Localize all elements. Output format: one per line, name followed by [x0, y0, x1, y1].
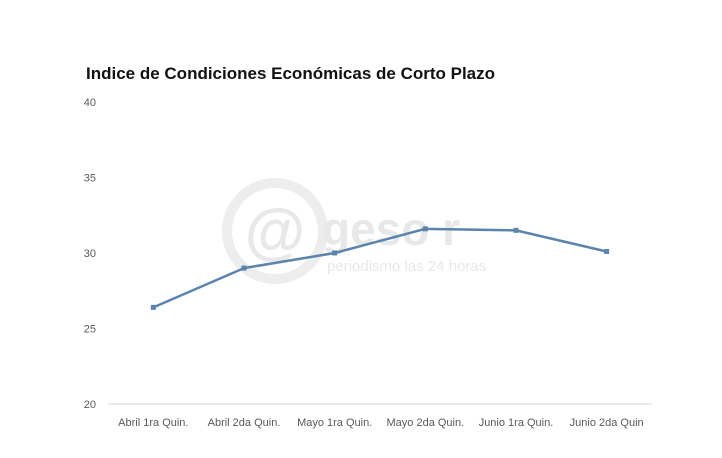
y-axis: 20 25 30 35 40	[84, 97, 96, 411]
series-line	[152, 227, 608, 309]
y-tick-label: 25	[84, 324, 96, 336]
y-tick-label: 30	[84, 248, 96, 260]
watermark-tagline: periodismo las 24 horas	[327, 258, 486, 275]
series-group	[150, 226, 610, 310]
x-tick-label: Abril 2da Quin.	[208, 417, 281, 429]
x-tick-label: Mayo 2da Quin.	[387, 417, 465, 429]
x-axis: Abril 1ra Quin. Abril 2da Quin. Mayo 1ra Q…	[118, 417, 643, 429]
y-tick-label: 35	[84, 173, 96, 185]
data-point	[150, 304, 156, 310]
x-tick-label: Junio 2da Quin	[570, 417, 644, 429]
watermark-symbol: @	[245, 197, 305, 266]
x-tick-label: Abril 1ra Quin.	[118, 417, 188, 429]
watermark: @ geso r periodismo las 24 horas	[222, 178, 486, 284]
data-point	[604, 248, 610, 254]
data-point	[513, 227, 519, 233]
data-point	[332, 250, 338, 256]
x-tick-label: Mayo 1ra Quin.	[297, 417, 372, 429]
data-point	[422, 226, 428, 232]
data-point	[241, 265, 247, 271]
watermark-at-icon	[222, 178, 328, 284]
y-tick-label: 40	[84, 97, 96, 109]
x-tick-label: Junio 1ra Quin.	[479, 417, 554, 429]
chart-title: Indice de Condiciones Económicas de Cort…	[86, 64, 495, 83]
y-tick-label: 20	[84, 399, 96, 411]
